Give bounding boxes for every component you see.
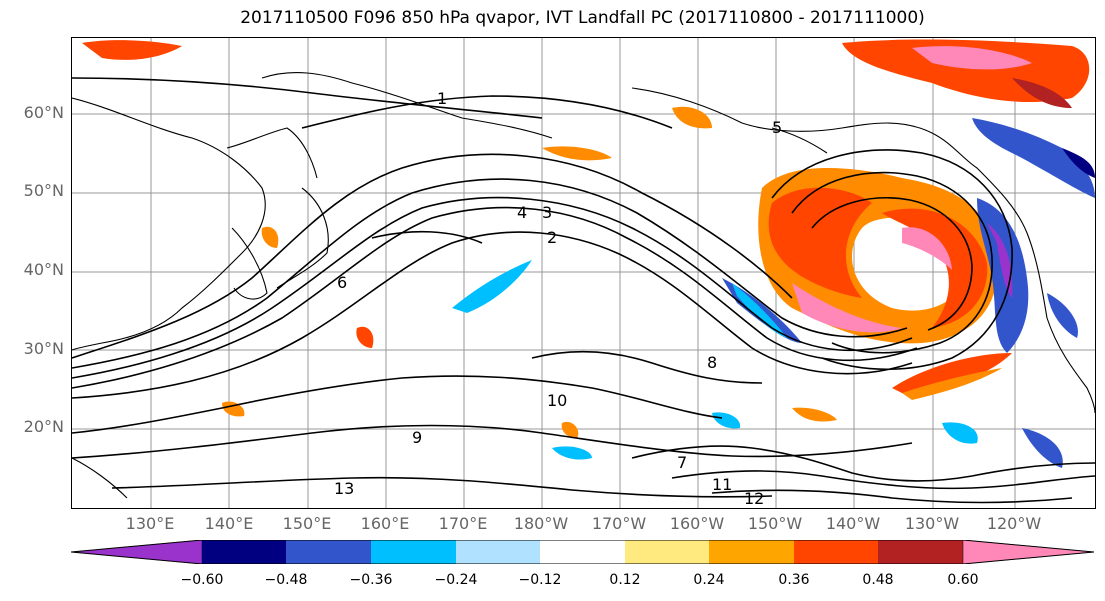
lon-label-170e: 170°E	[438, 514, 488, 533]
colorbar-swatch-1	[202, 540, 286, 564]
lon-label-170w: 170°W	[591, 514, 647, 533]
colorbar-tick-0: −0.60	[180, 572, 224, 588]
contour-label-10: 10	[547, 391, 567, 410]
lon-label-140w: 140°W	[825, 514, 881, 533]
colorbar-swatch-6	[625, 540, 709, 564]
contour-label-8: 8	[707, 353, 717, 372]
colorbar-swatch-8	[794, 540, 878, 564]
map-title: 2017110500 F096 850 hPa qvapor, IVT Land…	[240, 8, 925, 28]
contour-label-group: 1 2 3 4 5 6 7 8 9 10 11 12 13	[334, 89, 782, 508]
contour-label-2: 2	[547, 228, 557, 247]
colorbar	[70, 539, 1095, 568]
contour-label-7: 7	[677, 453, 687, 472]
lon-label-130e: 130°E	[125, 514, 175, 533]
colorbar-swatches	[70, 539, 1095, 565]
contour-label-13: 13	[334, 479, 354, 498]
colorbar-tick-1: −0.48	[264, 572, 308, 588]
colorbar-tick-5: 0.12	[609, 572, 641, 588]
contour-label-1: 1	[437, 89, 447, 108]
colorbar-tick-6: 0.24	[693, 572, 725, 588]
colorbar-swatch-3	[371, 540, 456, 564]
colorbar-swatch-0	[70, 539, 203, 565]
contour-label-9: 9	[412, 428, 422, 447]
colorbar-tick-8: 0.48	[862, 572, 894, 588]
lat-label-20: 20°N	[23, 417, 64, 436]
lon-label-140e: 140°E	[204, 514, 254, 533]
colorbar-swatch-9	[878, 540, 963, 564]
contour-label-6: 6	[337, 273, 347, 292]
colorbar-tick-2: −0.36	[349, 572, 393, 588]
colorbar-swatch-5	[540, 540, 625, 564]
ivt-contours	[72, 77, 1095, 504]
lon-label-160e: 160°E	[360, 514, 410, 533]
lon-label-150e: 150°E	[282, 514, 332, 533]
lat-label-60: 60°N	[23, 103, 64, 122]
contour-label-3: 3	[542, 203, 552, 222]
lon-label-120w: 120°W	[986, 514, 1042, 533]
lat-label-40: 40°N	[23, 260, 64, 279]
contour-label-5: 5	[772, 118, 782, 137]
coastlines	[72, 72, 1095, 499]
contour-label-12: 12	[744, 489, 764, 508]
lat-label-30: 30°N	[23, 339, 64, 358]
graticule	[72, 38, 1095, 508]
lon-label-130w: 130°W	[904, 514, 960, 533]
lon-label-150w: 150°W	[747, 514, 803, 533]
lat-label-50: 50°N	[23, 181, 64, 200]
colorbar-tick-9: 0.60	[947, 572, 979, 588]
colorbar-tick-3: −0.24	[434, 572, 478, 588]
qvapor-shading	[82, 39, 1095, 468]
map-canvas: 1 2 3 4 5 6 7 8 9 10 11 12 13	[72, 38, 1095, 508]
colorbar-swatch-2	[286, 540, 371, 564]
contour-label-4: 4	[517, 203, 527, 222]
colorbar-swatch-4	[456, 540, 540, 564]
colorbar-tick-4: −0.12	[518, 572, 562, 588]
colorbar-swatch-10	[962, 539, 1095, 565]
lon-label-160w: 160°W	[669, 514, 725, 533]
map-panel: 1 2 3 4 5 6 7 8 9 10 11 12 13	[71, 37, 1096, 509]
lon-label-180w: 180°W	[513, 514, 569, 533]
colorbar-tick-7: 0.36	[778, 572, 810, 588]
colorbar-swatch-7	[709, 540, 794, 564]
contour-label-11: 11	[712, 475, 732, 494]
